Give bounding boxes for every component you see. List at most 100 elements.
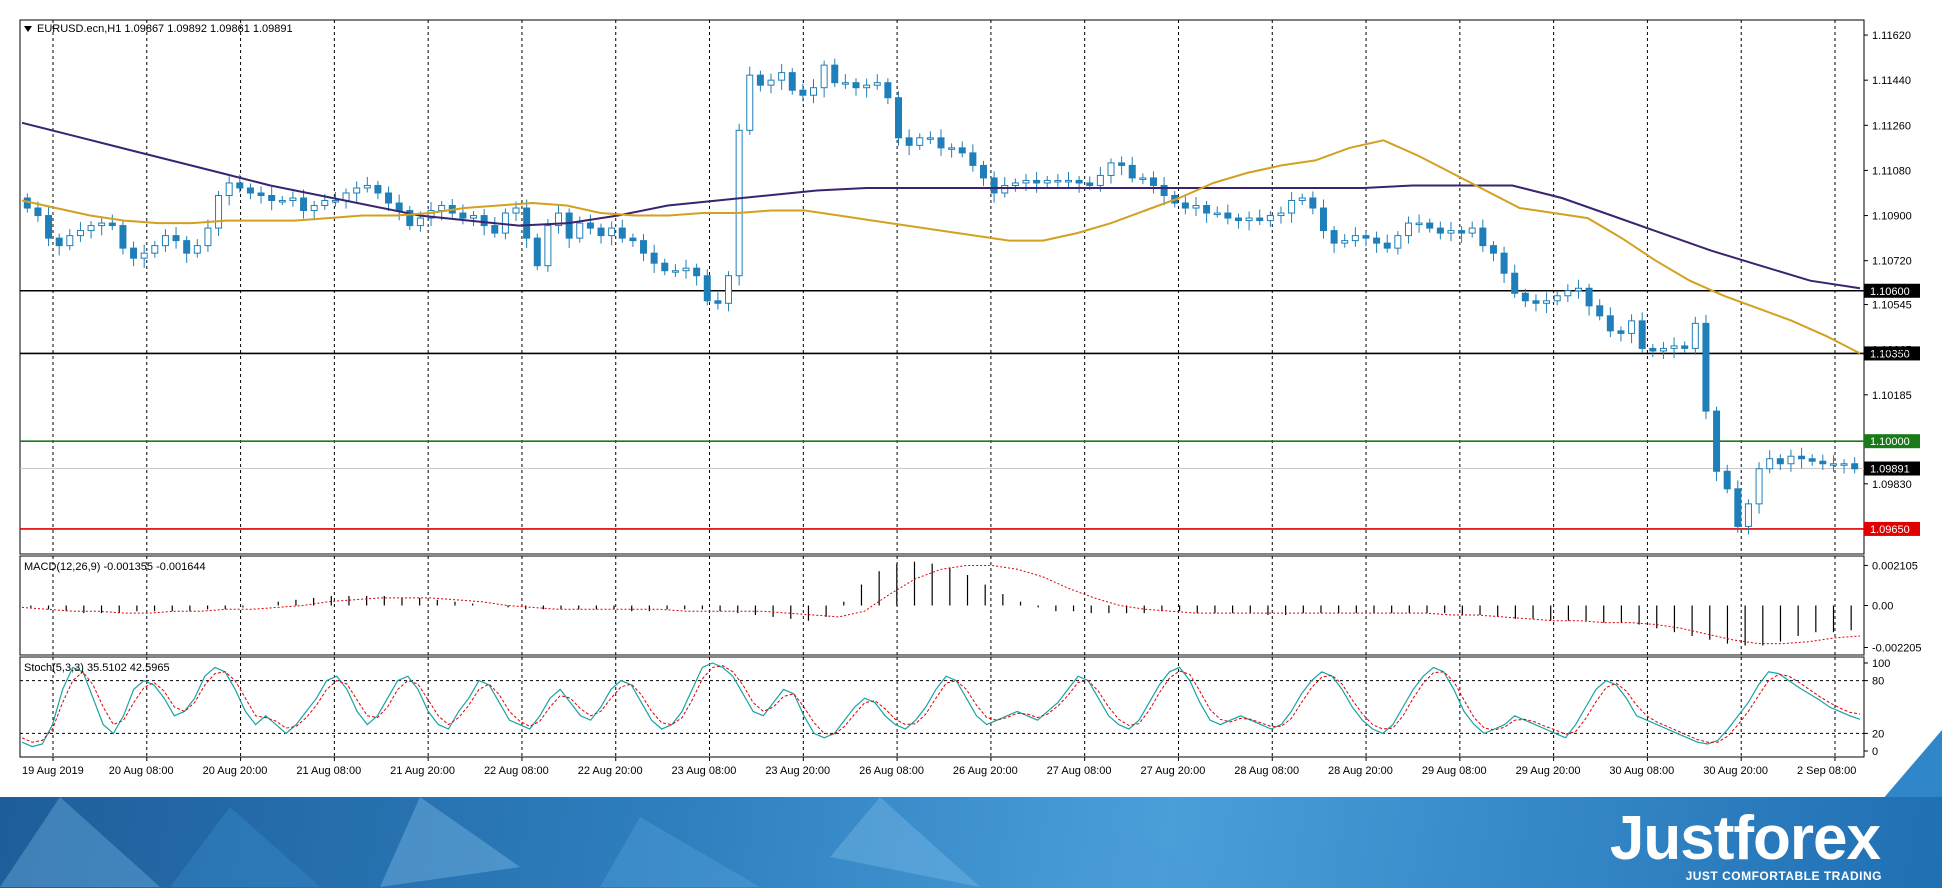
candle-body	[661, 262, 669, 272]
candle-body	[1564, 290, 1572, 297]
candle-body	[438, 205, 446, 212]
candle-body	[1404, 222, 1412, 237]
stoch-axis: 100 80 20 0	[1864, 658, 1890, 758]
candle-body	[1840, 463, 1848, 466]
candle-body	[512, 207, 520, 214]
candle-body	[1203, 205, 1211, 214]
price-level-label: 1.10000	[1870, 436, 1910, 448]
x-tick-label: 28 Aug 08:00	[1234, 765, 1299, 777]
candle-body	[1319, 207, 1327, 232]
x-tick-label: 26 Aug 08:00	[859, 765, 924, 777]
candle-body	[1277, 212, 1285, 217]
candle-body	[884, 82, 892, 99]
candle-body	[119, 225, 127, 249]
x-tick-label: 2 Sep 08:00	[1797, 765, 1856, 777]
x-tick-label: 22 Aug 08:00	[484, 765, 549, 777]
candle-body	[831, 64, 839, 84]
candle-body	[87, 225, 95, 232]
candle-body	[1373, 237, 1381, 244]
trading-chart: 1.10600 1.10350 1.10000 1.09650 1.09891 1.11…	[19, 19, 1922, 777]
candle-body	[895, 97, 903, 139]
candle-body	[1713, 410, 1721, 472]
y-tick-label: 0	[1872, 746, 1878, 758]
current-price-tag	[1864, 461, 1920, 476]
candle-body	[1617, 330, 1625, 334]
x-tick-label: 21 Aug 08:00	[296, 765, 361, 777]
candle-body	[979, 164, 987, 179]
candle-body	[76, 230, 84, 237]
x-tick-label: 26 Aug 20:00	[953, 765, 1018, 777]
stoch-signal-line	[21, 665, 1861, 743]
x-tick-label: 27 Aug 20:00	[1140, 765, 1205, 777]
x-tick-label: 27 Aug 08:00	[1047, 765, 1112, 777]
collapse-arrow-icon[interactable]	[24, 26, 32, 32]
y-tick-label: 1.11080	[1872, 165, 1911, 177]
brand-tagline: JUST COMFORTABLE TRADING	[1685, 869, 1882, 883]
candle-body	[98, 222, 106, 227]
candle-body	[810, 87, 818, 96]
candle-body	[1574, 287, 1582, 292]
candle-body	[682, 267, 690, 272]
x-tick-label: 29 Aug 20:00	[1516, 765, 1581, 777]
candle-body	[565, 212, 573, 239]
candle-body	[916, 137, 924, 146]
current-price-label: 1.09891	[1870, 464, 1910, 476]
candle-body	[703, 275, 711, 302]
candle-body	[1702, 322, 1710, 412]
candle-body	[1107, 162, 1115, 176]
y-tick-label: 1.10900	[1872, 211, 1912, 223]
x-tick-label: 28 Aug 20:00	[1328, 765, 1393, 777]
price-axis: 1.11620 1.11440 1.11260 1.11080 1.10900 1.107…	[1864, 30, 1912, 491]
y-tick-label: 20	[1872, 728, 1884, 740]
candle-body	[693, 267, 701, 277]
macd-panel-frame	[19, 555, 1865, 656]
price-level-tag	[1864, 346, 1920, 361]
candle-body	[1298, 197, 1306, 202]
candle-body	[1266, 215, 1274, 222]
candle-body	[215, 194, 223, 229]
candle-body	[1511, 272, 1519, 294]
candle-body	[1787, 455, 1795, 465]
candle-body	[533, 237, 541, 267]
candle-body	[1022, 179, 1030, 184]
candle-body	[1075, 179, 1083, 184]
candle-body	[873, 82, 881, 86]
candle-body	[1001, 184, 1009, 194]
candle-body	[1447, 230, 1455, 234]
candle-body	[608, 227, 616, 237]
candle-body	[1288, 200, 1296, 214]
price-levels: 1.10600 1.10350 1.10000 1.09650 1.09891	[20, 283, 1920, 536]
candle-body	[140, 252, 148, 259]
candle-body	[1181, 202, 1189, 209]
candle-body	[161, 235, 169, 247]
candle-body	[172, 235, 180, 242]
stoch-panel-frame	[19, 656, 1865, 758]
price-level-label: 1.09650	[1870, 524, 1910, 536]
candle-body	[905, 137, 913, 146]
candle-body	[1118, 162, 1126, 166]
candle-body	[374, 184, 382, 194]
time-axis: 19 Aug 2019 20 Aug 08:00 20 Aug 20:00 21 Au…	[22, 757, 1856, 777]
candle-body	[1649, 347, 1657, 352]
candle-body	[629, 237, 637, 242]
candle-body	[491, 225, 499, 234]
candle-body	[1245, 217, 1253, 222]
x-tick-label: 23 Aug 20:00	[765, 765, 830, 777]
candle-body	[1489, 245, 1497, 254]
candle-body	[1468, 227, 1476, 234]
candle-body	[480, 215, 488, 227]
candle-body	[937, 137, 945, 149]
candle-body	[289, 197, 297, 202]
candle-body	[1064, 179, 1072, 183]
candle-body	[1723, 470, 1731, 490]
candle-body	[1521, 292, 1529, 302]
macd-axis: 0.002105 0.00 -0.002205	[1864, 560, 1922, 654]
candle-body	[406, 210, 414, 227]
candle-body	[278, 200, 286, 203]
candle-body	[108, 222, 116, 227]
ma-slow-line	[21, 121, 1861, 290]
candle-body	[1394, 235, 1402, 249]
candle-body	[1436, 227, 1444, 234]
main-chart-frame	[19, 19, 1865, 555]
price-level-tag	[1864, 434, 1920, 449]
